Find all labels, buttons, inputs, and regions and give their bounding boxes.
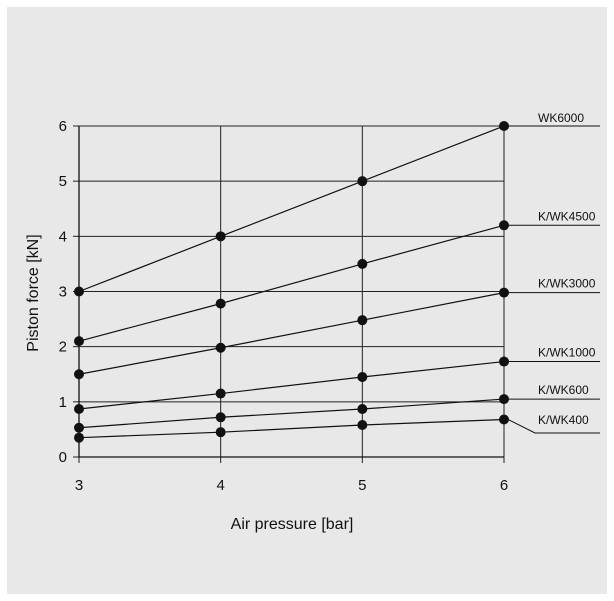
label-leader [507, 419, 600, 434]
data-point [499, 287, 509, 298]
series-labels: WK6000 K/WK4500 K/WK3000 K/WK1000 K/WK600 K/W… [507, 111, 600, 434]
y-tick-label: 2 [59, 339, 67, 356]
x-tick-label: 6 [500, 477, 508, 494]
grid [78, 125, 505, 458]
y-tick-label: 3 [59, 284, 67, 301]
data-point [499, 220, 509, 231]
series-label: K/WK400 [538, 413, 589, 427]
data-point [357, 372, 368, 383]
series-line [78, 360, 505, 410]
data-point [357, 315, 368, 326]
y-tick-label: 0 [59, 449, 67, 466]
series-line [78, 398, 505, 429]
data-point [357, 404, 368, 415]
data-point [74, 336, 84, 347]
series-k-wk3000 [74, 287, 509, 380]
data-point [357, 258, 368, 269]
x-tick-label: 5 [358, 477, 366, 494]
series-k-wk600 [74, 394, 509, 433]
series-line [78, 125, 505, 293]
data-point [215, 427, 226, 438]
y-tick-label: 5 [59, 173, 67, 190]
series-label: K/WK600 [538, 383, 589, 397]
chart-panel [7, 7, 607, 594]
data-point [499, 121, 509, 131]
data-point [74, 369, 84, 380]
series-wk6000 [74, 121, 509, 297]
series-group [74, 121, 509, 443]
series-line [78, 224, 505, 342]
data-point [215, 388, 226, 399]
data-point [215, 412, 226, 423]
series-label: WK6000 [538, 111, 584, 125]
series-k-wk400 [74, 414, 509, 443]
data-point [74, 404, 84, 415]
tick-labels: 0 1 2 3 4 5 6 3 4 5 6 [59, 118, 509, 494]
x-tick-label: 4 [216, 477, 224, 494]
data-point [499, 414, 509, 425]
series-label: K/WK1000 [538, 346, 596, 360]
data-point [74, 286, 84, 297]
axes [73, 125, 505, 463]
data-point [215, 342, 226, 353]
y-tick-label: 6 [59, 118, 67, 135]
series-label: K/WK4500 [538, 209, 596, 223]
y-tick-label: 1 [59, 394, 67, 411]
x-tick-label: 3 [75, 477, 83, 494]
data-point [357, 420, 368, 431]
series-k-wk4500 [74, 220, 509, 347]
data-point [74, 432, 84, 443]
data-point [74, 422, 84, 433]
series-line [78, 418, 505, 439]
data-point [499, 394, 509, 405]
y-axis-title: Piston force [kN] [25, 234, 42, 351]
series-line [78, 292, 505, 375]
y-tick-label: 4 [59, 228, 67, 245]
data-point [357, 176, 368, 187]
data-point [215, 231, 226, 242]
data-point [215, 298, 226, 309]
series-k-wk1000 [74, 356, 509, 415]
x-axis-title: Air pressure [bar] [231, 516, 354, 533]
series-label: K/WK3000 [538, 277, 596, 291]
data-point [499, 356, 509, 367]
